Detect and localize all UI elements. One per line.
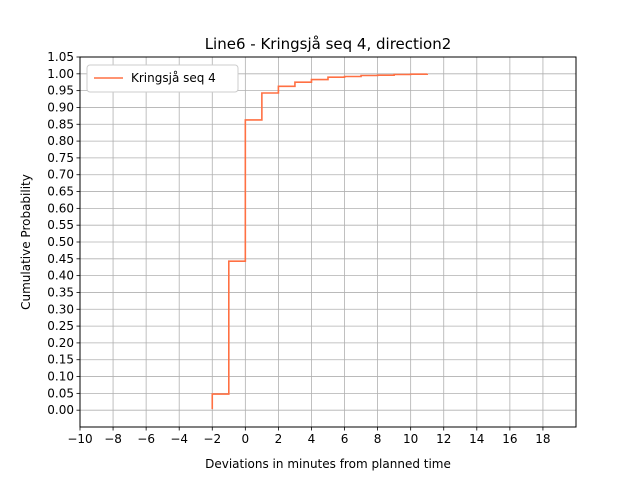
x-tick-label: −2 bbox=[203, 432, 221, 446]
x-tick-label: −4 bbox=[170, 432, 188, 446]
y-tick-label: 0.95 bbox=[47, 84, 74, 98]
x-tick-label: −10 bbox=[67, 432, 92, 446]
x-tick-label: −8 bbox=[104, 432, 122, 446]
y-tick-label: 0.90 bbox=[47, 100, 74, 114]
series-line-kringsja-seq-4 bbox=[211, 73, 428, 410]
y-tick-label: 0.55 bbox=[47, 218, 74, 232]
x-tick-label: 10 bbox=[403, 432, 418, 446]
x-tick-label: 14 bbox=[469, 432, 484, 446]
y-tick-label: 0.80 bbox=[47, 134, 74, 148]
x-tick-label: 6 bbox=[341, 432, 349, 446]
y-tick-label: 0.65 bbox=[47, 185, 74, 199]
y-tick-label: 0.60 bbox=[47, 201, 74, 215]
x-tick-label: 4 bbox=[308, 432, 316, 446]
y-tick-label: 0.45 bbox=[47, 252, 74, 266]
x-axis-ticks: −10 −8 −6 −4 −2 0 2 4 6 8 10 12 14 16 18 bbox=[67, 427, 551, 446]
legend-label: Kringsjå seq 4 bbox=[131, 71, 216, 85]
y-axis-ticks: 0.00 0.05 0.10 0.15 0.20 0.25 0.30 0.35 0.40 0.45… bbox=[47, 50, 80, 417]
y-tick-label: 0.85 bbox=[47, 117, 74, 131]
y-tick-label: 0.20 bbox=[47, 336, 74, 350]
x-tick-label: −6 bbox=[137, 432, 155, 446]
y-tick-label: 0.70 bbox=[47, 168, 74, 182]
y-tick-label: 0.75 bbox=[47, 151, 74, 165]
y-tick-label: 0.50 bbox=[47, 235, 74, 249]
legend-box bbox=[86, 64, 239, 93]
x-tick-label: 18 bbox=[535, 432, 550, 446]
y-tick-label: 0.15 bbox=[47, 353, 74, 367]
y-tick-label: 0.35 bbox=[47, 285, 74, 299]
x-tick-label: 12 bbox=[436, 432, 451, 446]
y-tick-label: 1.00 bbox=[47, 67, 74, 81]
y-tick-label: 1.05 bbox=[47, 50, 74, 64]
y-tick-label: 0.00 bbox=[47, 403, 74, 417]
y-tick-label: 0.30 bbox=[47, 302, 74, 316]
chart-title: Line6 - Kringsjå seq 4, direction2 bbox=[205, 35, 452, 53]
x-tick-label: 16 bbox=[502, 432, 517, 446]
y-axis-label: Cumulative Probability bbox=[19, 174, 33, 310]
x-tick-label: 0 bbox=[242, 432, 250, 446]
y-tick-label: 0.40 bbox=[47, 269, 74, 283]
y-tick-label: 0.10 bbox=[47, 370, 74, 384]
x-axis-label: Deviations in minutes from planned time bbox=[205, 457, 451, 471]
x-tick-label: 8 bbox=[374, 432, 382, 446]
grid-lines bbox=[79, 56, 576, 427]
legend: Kringsjå seq 4 bbox=[86, 64, 239, 93]
series-layer bbox=[211, 73, 428, 410]
y-tick-label: 0.25 bbox=[47, 319, 74, 333]
y-tick-label: 0.05 bbox=[47, 386, 74, 400]
x-tick-label: 2 bbox=[275, 432, 283, 446]
